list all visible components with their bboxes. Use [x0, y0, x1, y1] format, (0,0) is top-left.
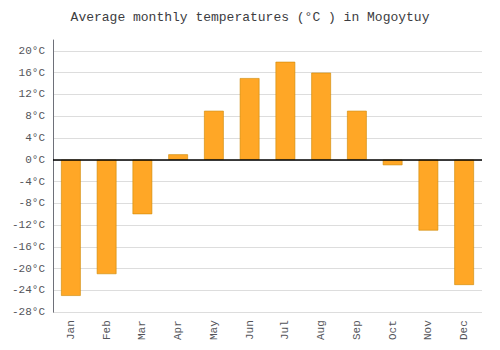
svg-text:Average monthly temperatures (: Average monthly temperatures (°C ) in Mo…: [71, 10, 430, 25]
svg-text:-12°C: -12°C: [12, 219, 45, 231]
svg-text:Jan: Jan: [65, 320, 77, 340]
svg-text:Sep: Sep: [351, 320, 363, 340]
svg-text:-28°C: -28°C: [12, 306, 45, 318]
svg-text:8°C: 8°C: [25, 110, 45, 122]
svg-text:-8°C: -8°C: [19, 197, 46, 209]
svg-text:-4°C: -4°C: [19, 176, 46, 188]
svg-text:Aug: Aug: [315, 320, 327, 340]
svg-text:Jul: Jul: [279, 320, 291, 340]
svg-text:12°C: 12°C: [19, 88, 46, 100]
svg-text:-20°C: -20°C: [12, 263, 45, 275]
svg-text:Dec: Dec: [458, 320, 470, 340]
svg-text:May: May: [208, 320, 220, 340]
svg-text:-24°C: -24°C: [12, 284, 45, 296]
svg-text:Mar: Mar: [136, 320, 148, 340]
svg-text:0°C: 0°C: [25, 154, 45, 166]
svg-text:Feb: Feb: [101, 320, 113, 340]
svg-text:Oct: Oct: [387, 320, 399, 340]
svg-text:-16°C: -16°C: [12, 241, 45, 253]
svg-text:20°C: 20°C: [19, 45, 46, 57]
svg-text:Nov: Nov: [422, 320, 434, 340]
svg-text:Jun: Jun: [244, 320, 256, 340]
svg-text:16°C: 16°C: [19, 67, 46, 79]
svg-text:Apr: Apr: [172, 320, 184, 340]
svg-text:4°C: 4°C: [25, 132, 45, 144]
